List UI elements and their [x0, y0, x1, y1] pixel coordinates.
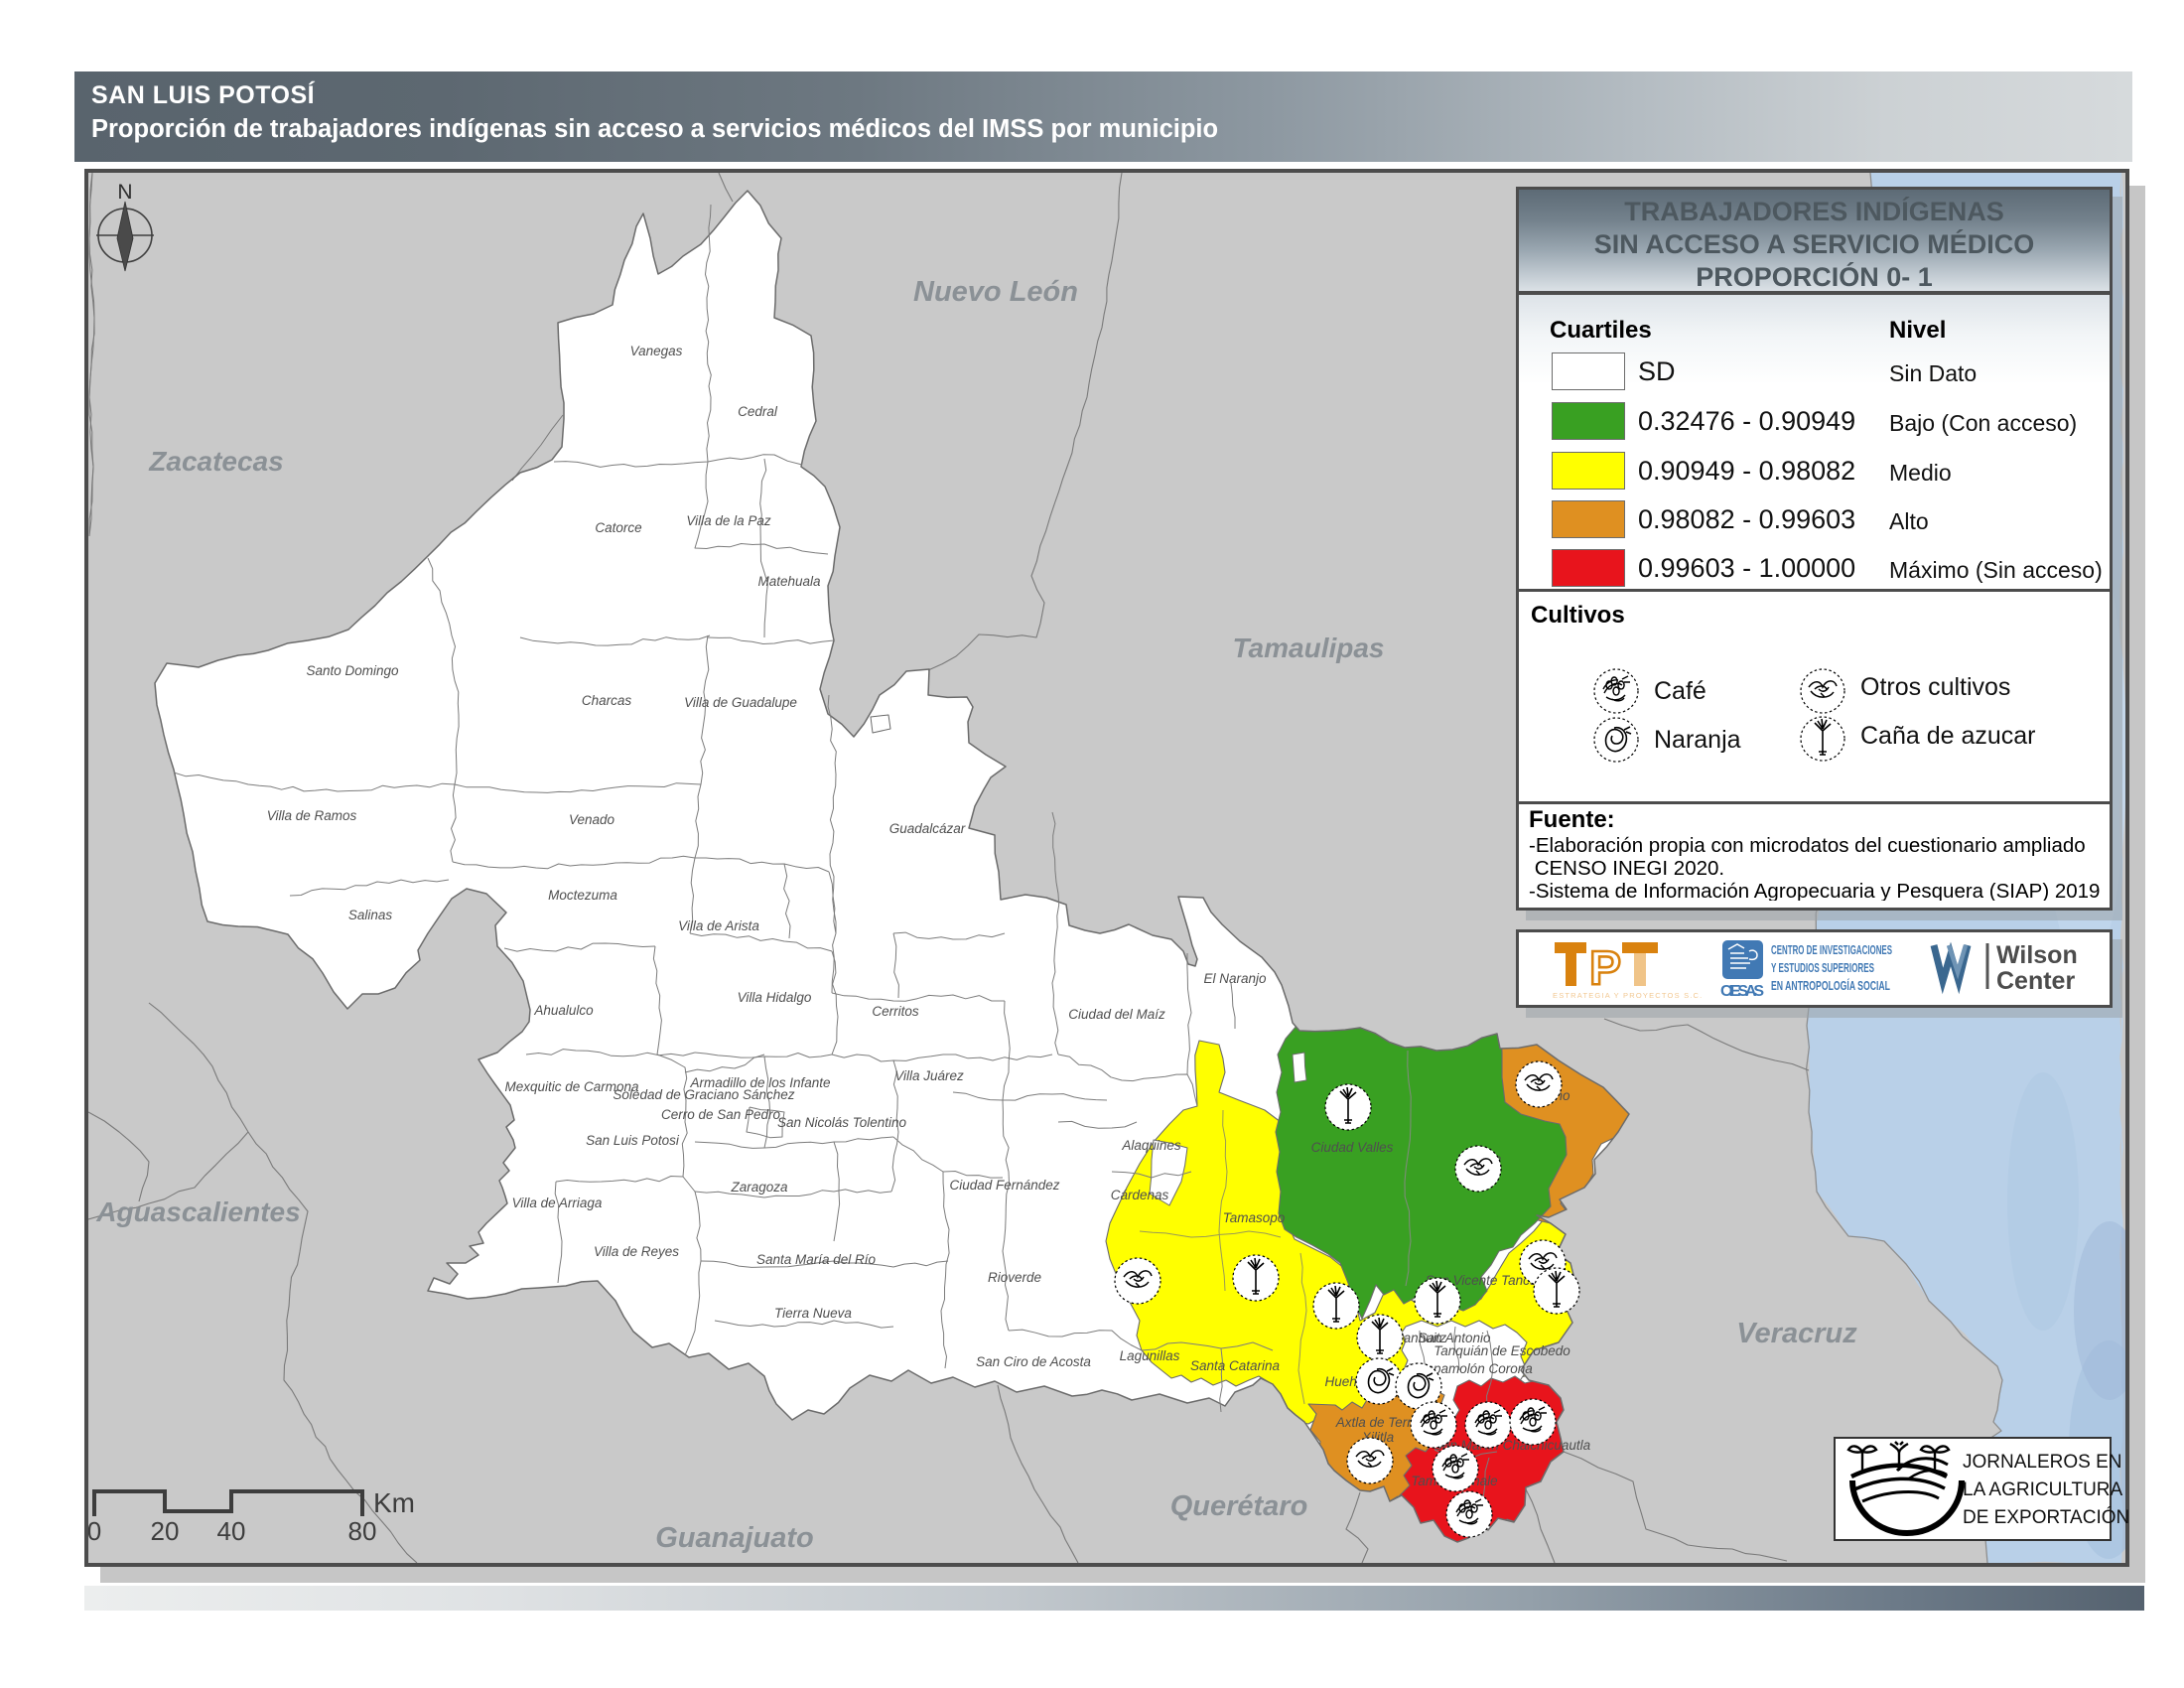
svg-text:Cerro de San Pedro: Cerro de San Pedro	[661, 1107, 781, 1122]
svg-text:Querétaro: Querétaro	[1170, 1490, 1308, 1522]
svg-text:Mexquitic de Carmona: Mexquitic de Carmona	[504, 1079, 639, 1094]
svg-text:Tierra Nueva: Tierra Nueva	[774, 1306, 852, 1321]
svg-text:Matehuala: Matehuala	[757, 574, 821, 589]
svg-text:Villa de Ramos: Villa de Ramos	[267, 808, 357, 823]
svg-text:Center: Center	[1996, 967, 2075, 995]
svg-text:Moctezuma: Moctezuma	[548, 888, 617, 903]
svg-text:Lagunillas: Lagunillas	[1120, 1348, 1180, 1363]
svg-text:EN ANTROPOLOGÍA SOCIAL: EN ANTROPOLOGÍA SOCIAL	[1771, 978, 1890, 993]
svg-text:Tamaulipas: Tamaulipas	[1232, 633, 1384, 663]
svg-text:Venado: Venado	[569, 812, 615, 827]
svg-text:Café: Café	[1654, 677, 1706, 705]
svg-text:Santa María del Río: Santa María del Río	[756, 1252, 877, 1267]
svg-text:San Luis Potosi: San Luis Potosi	[586, 1133, 680, 1148]
svg-text:San Antonio: San Antonio	[1418, 1331, 1491, 1345]
svg-text:Vanegas: Vanegas	[630, 344, 683, 358]
svg-text:Santa Catarina: Santa Catarina	[1190, 1358, 1281, 1373]
svg-text:Ciudad Fernández: Ciudad Fernández	[949, 1178, 1059, 1193]
svg-text:Veracruz: Veracruz	[1736, 1318, 1857, 1349]
svg-text:ESTRATEGIA Y PROYECTOS S.C.: ESTRATEGIA Y PROYECTOS S.C.	[1553, 991, 1703, 1000]
svg-text:Aguascalientes: Aguascalientes	[95, 1196, 300, 1227]
svg-text:Villa Juárez: Villa Juárez	[894, 1068, 964, 1083]
svg-text:Tamasopo: Tamasopo	[1223, 1210, 1286, 1225]
svg-text:CIESAS: CIESAS	[1720, 983, 1764, 1000]
svg-text:Ahualulco: Ahualulco	[533, 1003, 594, 1018]
svg-text:Tampamolón Corona: Tampamolón Corona	[1408, 1361, 1533, 1376]
svg-text:Alaquines: Alaquines	[1121, 1138, 1181, 1153]
svg-text:Guadalcázar: Guadalcázar	[889, 821, 966, 836]
svg-text:Salinas: Salinas	[348, 908, 393, 922]
svg-text:Armadillo de los Infante: Armadillo de los Infante	[689, 1075, 830, 1090]
svg-text:San Ciro de Acosta: San Ciro de Acosta	[976, 1354, 1091, 1369]
svg-text:Cerritos: Cerritos	[872, 1004, 919, 1019]
svg-text:Cárdenas: Cárdenas	[1111, 1188, 1169, 1202]
svg-text:P: P	[1589, 942, 1621, 995]
svg-text:Villa de Arista: Villa de Arista	[678, 918, 759, 933]
svg-text:Otros cultivos: Otros cultivos	[1860, 673, 2010, 701]
svg-text:Catorce: Catorce	[595, 520, 641, 535]
svg-text:20: 20	[151, 1516, 180, 1546]
svg-text:Y ESTUDIOS SUPERIORES: Y ESTUDIOS SUPERIORES	[1771, 960, 1874, 975]
svg-text:40: 40	[217, 1516, 246, 1546]
svg-text:Ciudad del Maíz: Ciudad del Maíz	[1068, 1007, 1165, 1022]
svg-text:Tanquián de Escobedo: Tanquián de Escobedo	[1433, 1343, 1570, 1358]
svg-text:N: N	[117, 181, 132, 204]
svg-text:Nuevo León: Nuevo León	[913, 276, 1078, 308]
svg-text:Caña de azucar: Caña de azucar	[1860, 722, 2036, 750]
svg-text:San Nicolás Tolentino: San Nicolás Tolentino	[777, 1115, 907, 1130]
svg-text:Km: Km	[373, 1487, 415, 1518]
svg-text:Zaragoza: Zaragoza	[730, 1180, 788, 1195]
svg-text:Villa de la Paz: Villa de la Paz	[686, 513, 771, 528]
svg-text:Ciudad Valles: Ciudad Valles	[1311, 1140, 1394, 1155]
svg-text:Santo Domingo: Santo Domingo	[306, 663, 399, 678]
svg-text:Charcas: Charcas	[582, 693, 632, 708]
svg-text:Villa Hidalgo: Villa Hidalgo	[738, 990, 812, 1005]
svg-text:Wilson: Wilson	[1996, 941, 2078, 969]
svg-text:Villa de Arriaga: Villa de Arriaga	[512, 1196, 603, 1210]
svg-text:Villa de Reyes: Villa de Reyes	[594, 1244, 679, 1259]
svg-text:Rioverde: Rioverde	[988, 1270, 1041, 1285]
svg-text:80: 80	[348, 1516, 377, 1546]
svg-text:Villa de Guadalupe: Villa de Guadalupe	[684, 695, 797, 710]
svg-text:Guanajuato: Guanajuato	[655, 1522, 814, 1554]
svg-text:CENTRO DE INVESTIGACIONES: CENTRO DE INVESTIGACIONES	[1771, 942, 1892, 957]
svg-text:0: 0	[88, 1516, 101, 1546]
svg-text:Soledad de Graciano Sánchez: Soledad de Graciano Sánchez	[613, 1087, 794, 1102]
svg-text:Cedral: Cedral	[738, 404, 778, 419]
svg-text:Naranja: Naranja	[1654, 726, 1741, 754]
svg-text:El Naranjo: El Naranjo	[1203, 971, 1267, 986]
svg-text:Zacatecas: Zacatecas	[148, 446, 283, 477]
